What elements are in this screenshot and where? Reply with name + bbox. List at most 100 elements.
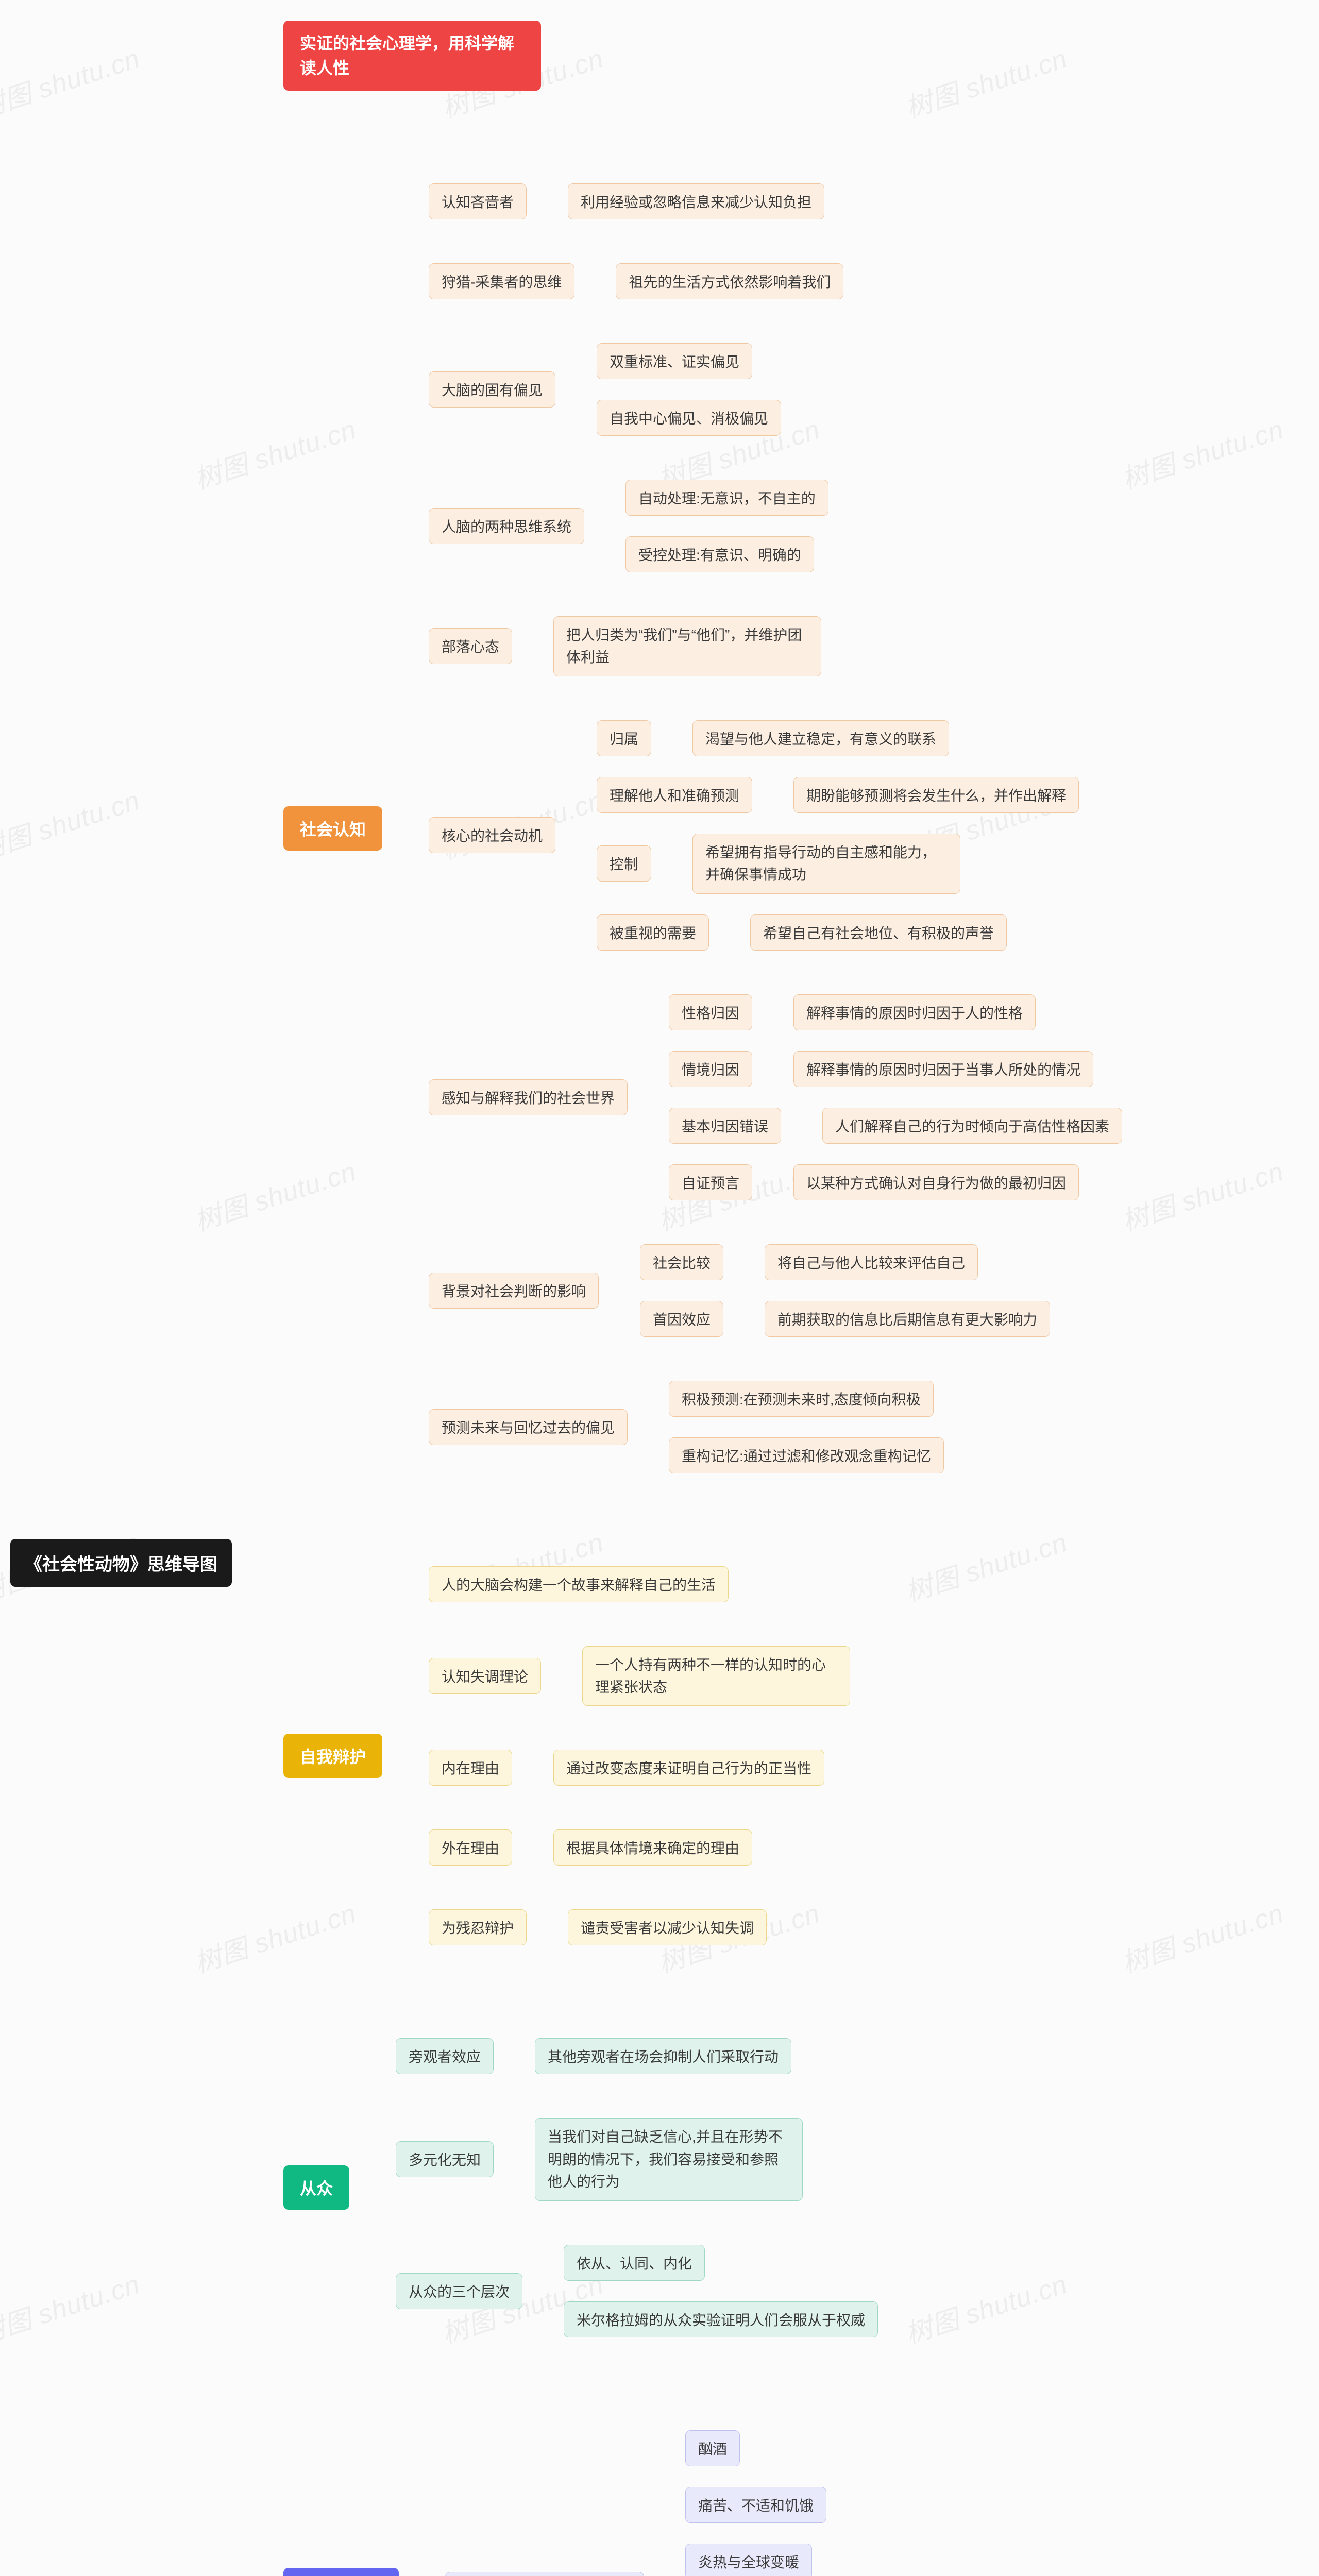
branch-row: 解释事情的原因时归因于人的性格 (793, 994, 1036, 1030)
children-column: 前期获取的信息比后期信息有更大影响力 (765, 1301, 1050, 1337)
node-label: 人的大脑会构建一个故事来解释自己的生活 (442, 1577, 716, 1593)
children-column: 促使攻击性行为发生的原因酗酒痛苦、不适和饥饿炎热与全球变暖拒绝、排斥和嘲弄挫折、… (445, 2430, 841, 2576)
branch-row: 受控处理:有意识、明确的 (625, 536, 828, 572)
child-node: 以某种方式确认对自身行为做的最初归因 (793, 1164, 1079, 1200)
branch-node: 类的攻击性 (283, 2568, 399, 2576)
branch-node: 社会认知 (283, 806, 382, 851)
node-label: 部落心态 (442, 639, 499, 655)
child-node: 酗酒 (685, 2430, 740, 2466)
node-label: 社会比较 (653, 1255, 711, 1271)
branch-row: 背景对社会判断的影响社会比较将自己与他人比较来评估自己首因效应前期获取的信息比后… (429, 1244, 1122, 1337)
node-label: 被重视的需要 (610, 925, 696, 941)
node-label: 大脑的固有偏见 (442, 382, 543, 398)
branch-row: 自我中心偏见、消极偏见 (597, 400, 781, 436)
node-label: 解释事情的原因时归因于当事人所处的情况 (806, 1062, 1080, 1078)
node-label: 通过改变态度来证明自己行为的正当性 (566, 1760, 811, 1776)
branch-row: 部落心态 把人归类为“我们”与“他们”，并维护团体利益 (429, 616, 1122, 676)
node-label: 自动处理:无意识，不自主的 (638, 490, 816, 506)
node-label: 人们解释自己的行为时倾向于高估性格因素 (835, 1118, 1109, 1134)
branch-row: 依从、认同、内化 (564, 2245, 878, 2281)
children-column: 利用经验或忽略信息来减少认知负担 (568, 183, 824, 219)
children-column: 自动处理:无意识，不自主的受控处理:有意识、明确的 (625, 480, 828, 572)
branch-row: 积极预测:在预测未来时,态度倾向积极 (669, 1381, 944, 1417)
child-node: 谴责受害者以减少认知失调 (568, 1909, 767, 1945)
child-node: 把人归类为“我们”与“他们”，并维护团体利益 (553, 616, 821, 676)
branch-row: 双重标准、证实偏见 (597, 343, 781, 379)
branch-row: 核心的社会动机归属渴望与他人建立稳定，有意义的联系理解他人和准确预测期盼能够预测… (429, 720, 1122, 951)
node-label: 当我们对自己缺乏信心,并且在形势不明朗的情况下，我们容易接受和参照他人的行为 (548, 2129, 783, 2190)
branch-row: 内在理由 通过改变态度来证明自己行为的正当性 (429, 1750, 850, 1786)
branch-row: 归属 渴望与他人建立稳定，有意义的联系 (597, 720, 1079, 756)
child-node: 自证预言 (669, 1164, 752, 1200)
child-node: 核心的社会动机 (429, 817, 555, 853)
children-column: 渴望与他人建立稳定，有意义的联系 (692, 720, 949, 756)
node-label: 归属 (610, 731, 638, 747)
node-label: 前期获取的信息比后期信息有更大影响力 (777, 1312, 1037, 1328)
children-column: 认知吝啬者利用经验或忽略信息来减少认知负担狩猎-采集者的思维祖先的生活方式依然影… (429, 183, 1122, 1473)
children-column: 希望拥有指导行动的自主感和能力，并确保事情成功 (692, 834, 960, 894)
l1-branch-row: 社会认知 认知吝啬者利用经验或忽略信息来减少认知负担狩猎-采集者的思维祖先的生活方… (283, 183, 1122, 1473)
node-label: 解释事情的原因时归因于人的性格 (806, 1005, 1023, 1021)
node-label: 预测未来与回忆过去的偏见 (442, 1420, 615, 1436)
child-node: 炎热与全球变暖 (685, 2544, 812, 2576)
branch-row: 米尔格拉姆的从众实验证明人们会服从于权威 (564, 2301, 878, 2337)
node-label: 一个人持有两种不一样的认知时的心理紧张状态 (595, 1657, 826, 1695)
node-label: 多元化无知 (409, 2152, 481, 2168)
branch-row: 希望自己有社会地位、有积极的声誉 (750, 914, 1007, 951)
branch-row: 希望拥有指导行动的自主感和能力，并确保事情成功 (692, 834, 960, 894)
node-label: 重构记忆:通过过滤和修改观念重构记忆 (682, 1448, 931, 1464)
node-label: 受控处理:有意识、明确的 (638, 547, 801, 563)
node-label: 自证预言 (682, 1175, 739, 1191)
child-node: 内在理由 (429, 1750, 512, 1786)
node-label: 为残忍辩护 (442, 1920, 514, 1936)
node-label: 自我辩护 (300, 1748, 366, 1766)
node-label: 根据具体情境来确定的理由 (566, 1840, 739, 1856)
branch-row: 当我们对自己缺乏信心,并且在形势不明朗的情况下，我们容易接受和参照他人的行为 (535, 2118, 803, 2200)
child-node: 情境归因 (669, 1051, 752, 1087)
child-node: 前期获取的信息比后期信息有更大影响力 (765, 1301, 1050, 1337)
node-label: 积极预测:在预测未来时,态度倾向积极 (682, 1392, 921, 1408)
branch-node: 从众 (283, 2165, 349, 2210)
level1-children: 实证的社会心理学，用科学解读人性社会认知认知吝啬者利用经验或忽略信息来减少认知负… (283, 21, 1122, 2576)
child-node: 人脑的两种思维系统 (429, 508, 584, 544)
child-node: 大脑的固有偏见 (429, 371, 555, 408)
child-node: 背景对社会判断的影响 (429, 1273, 599, 1309)
child-node: 渴望与他人建立稳定，有意义的联系 (692, 720, 949, 756)
branch-row: 一个人持有两种不一样的认知时的心理紧张状态 (582, 1646, 850, 1706)
child-node: 希望拥有指导行动的自主感和能力，并确保事情成功 (692, 834, 960, 894)
node-label: 认知失调理论 (442, 1669, 528, 1685)
node-label: 首因效应 (653, 1312, 711, 1328)
children-column: 谴责受害者以减少认知失调 (568, 1909, 767, 1945)
node-label: 谴责受害者以减少认知失调 (581, 1920, 754, 1936)
child-node: 痛苦、不适和饥饿 (685, 2487, 826, 2523)
node-label: 痛苦、不适和饥饿 (698, 2498, 814, 2514)
node-label: 其他旁观者在场会抑制人们采取行动 (548, 2049, 779, 2065)
branch-row: 其他旁观者在场会抑制人们采取行动 (535, 2038, 791, 2074)
node-label: 利用经验或忽略信息来减少认知负担 (581, 194, 811, 210)
child-node: 预测未来与回忆过去的偏见 (429, 1409, 628, 1445)
branch-row: 炎热与全球变暖 (685, 2544, 841, 2576)
node-label: 渴望与他人建立稳定，有意义的联系 (705, 731, 936, 747)
child-node: 双重标准、证实偏见 (597, 343, 752, 379)
root-node: 《社会性动物》思维导图 (10, 1539, 232, 1587)
child-node: 人们解释自己的行为时倾向于高估性格因素 (822, 1108, 1122, 1144)
node-label: 性格归因 (682, 1005, 739, 1021)
child-node: 从众的三个层次 (396, 2273, 522, 2309)
branch-row: 痛苦、不适和饥饿 (685, 2487, 841, 2523)
child-node: 性格归因 (669, 994, 752, 1030)
node-label: 内在理由 (442, 1760, 499, 1776)
node-label: 感知与解释我们的社会世界 (442, 1090, 615, 1106)
children-column: 酗酒痛苦、不适和饥饿炎热与全球变暖拒绝、排斥和嘲弄挫折、剥夺和攻击武器效应和去个… (685, 2430, 841, 2576)
node-label: 控制 (610, 856, 638, 872)
child-node: 多元化无知 (396, 2141, 494, 2177)
child-node: 外在理由 (429, 1829, 512, 1866)
branch-row: 情境归因 解释事情的原因时归因于当事人所处的情况 (669, 1051, 1122, 1087)
node-label: 基本归因错误 (682, 1118, 768, 1134)
children-column: 人们解释自己的行为时倾向于高估性格因素 (822, 1108, 1122, 1144)
child-node: 其他旁观者在场会抑制人们采取行动 (535, 2038, 791, 2074)
branch-row: 外在理由 根据具体情境来确定的理由 (429, 1829, 850, 1866)
branch-row: 祖先的生活方式依然影响着我们 (616, 263, 843, 299)
child-node: 解释事情的原因时归因于当事人所处的情况 (793, 1051, 1093, 1087)
child-node: 认知失调理论 (429, 1658, 541, 1694)
branch-row: 促使攻击性行为发生的原因酗酒痛苦、不适和饥饿炎热与全球变暖拒绝、排斥和嘲弄挫折、… (445, 2430, 841, 2576)
